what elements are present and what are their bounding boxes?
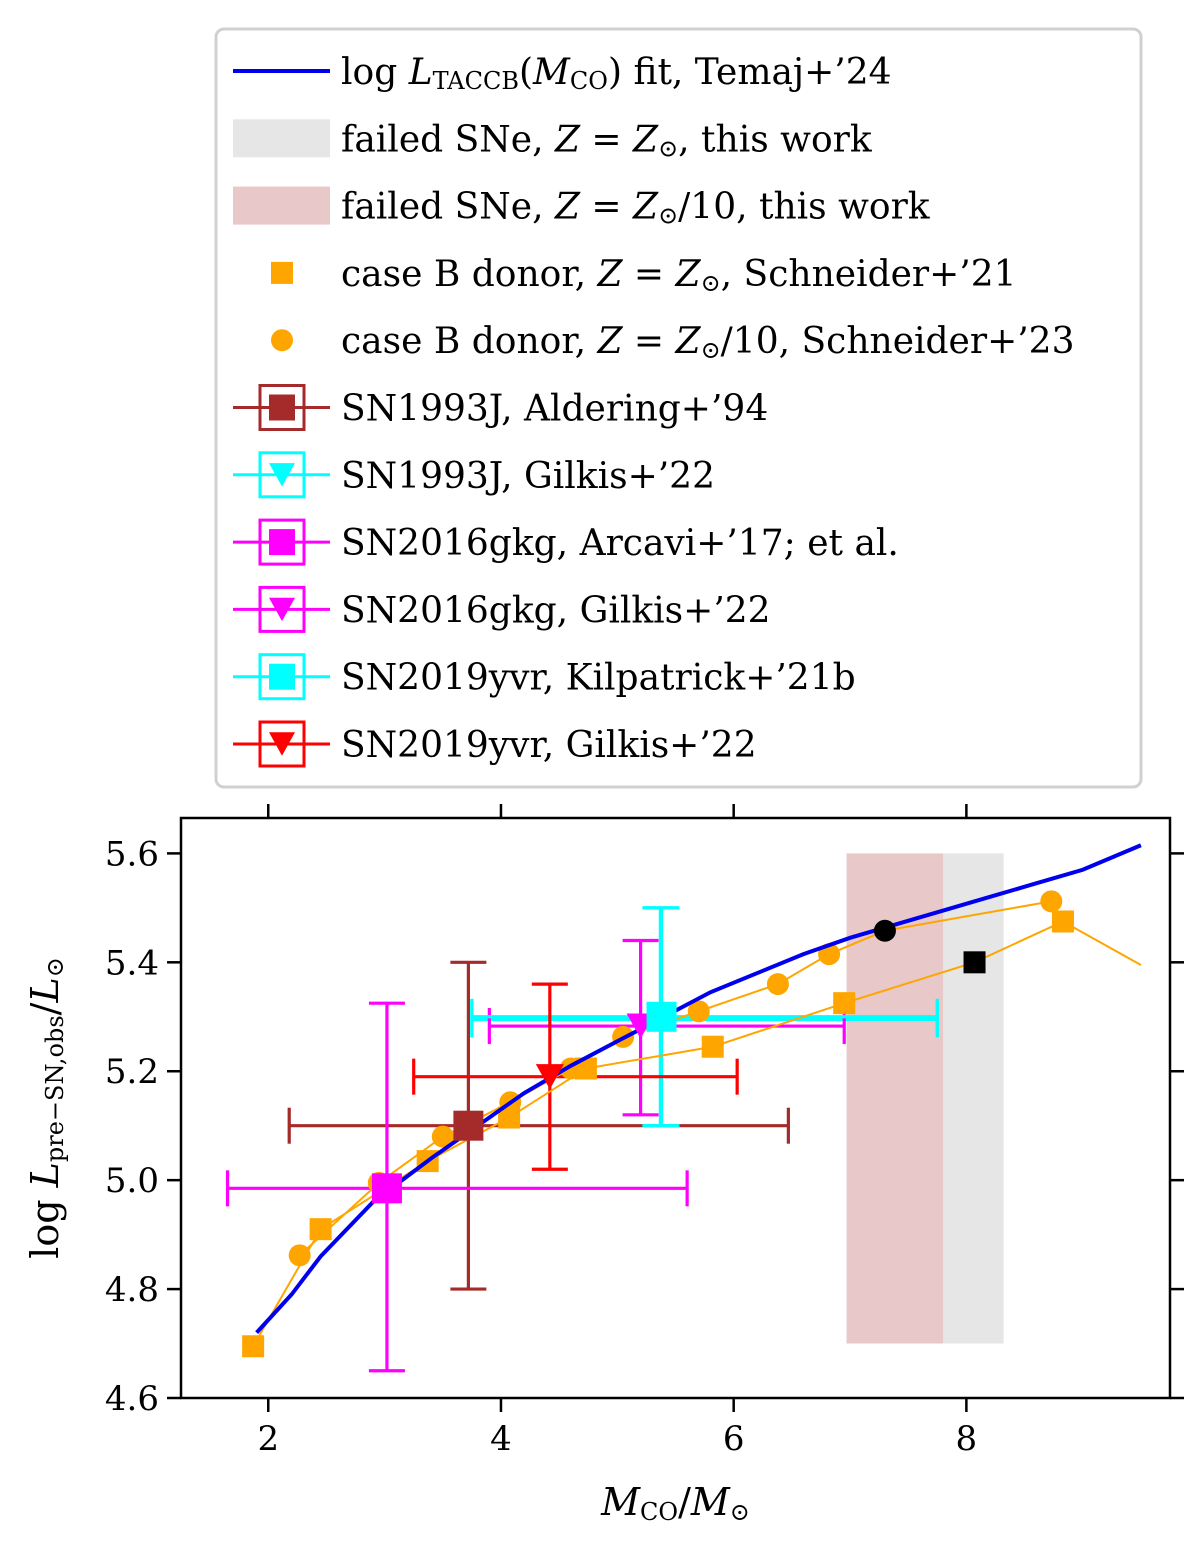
errorbar-0 <box>287 960 790 1291</box>
legend-label: log LTACCB(MCO) fit, Temaj+’24 <box>341 52 892 95</box>
legend-errbar-box <box>258 585 306 633</box>
plot-area <box>225 843 1142 1373</box>
observation-point-0 <box>453 1110 484 1141</box>
legend-errbar-box <box>258 451 306 499</box>
y-tick-label: 5.6 <box>105 834 159 874</box>
highlight-solar-point <box>963 951 986 974</box>
legend-label: SN2019yvr, Gilkis+’22 <box>341 725 757 766</box>
y-tick-label: 5.2 <box>105 1052 159 1092</box>
y-tick-label: 5.0 <box>105 1161 159 1201</box>
legend-label: failed SNe, Z = Z⊙, this work <box>341 119 873 162</box>
y-tick-label: 4.6 <box>105 1379 159 1419</box>
legend-label: case B donor, Z = Z⊙/10, Schneider+’23 <box>341 321 1074 364</box>
legend-entry-8: SN2016gkg, Gilkis+’22 <box>233 585 771 633</box>
y-tick-label: 4.8 <box>105 1270 159 1310</box>
errorbar-2 <box>225 1001 689 1373</box>
donor-solar-point <box>701 1035 724 1058</box>
axes: 2 4 6 8 4.6 4.8 5.0 5.2 5.4 5.6 MCO/M⊙ log Lpre−SN,… <box>23 804 1184 1526</box>
donor-solar-point <box>833 992 856 1015</box>
donor-solar-point <box>242 1335 265 1358</box>
legend-label: SN2016gkg, Arcavi+’17; et al. <box>341 523 899 564</box>
legend-errbar-triangle <box>269 463 295 487</box>
legend-errbar-box <box>258 518 306 566</box>
legend-errbar-box <box>258 653 306 701</box>
legend-entry-7: SN2016gkg, Arcavi+’17; et al. <box>233 518 899 566</box>
legend-errbar-triangle <box>269 597 295 622</box>
donor-subsolar-point <box>431 1125 454 1148</box>
donor-subsolar-point <box>766 973 789 996</box>
legend-patch-swatch <box>233 119 330 158</box>
legend-label: SN2016gkg, Gilkis+’22 <box>341 590 771 631</box>
donor-subsolar-point <box>687 1000 710 1023</box>
legend-errbar-square <box>269 394 295 421</box>
x-tick-label: 6 <box>723 1419 745 1459</box>
axes-frame <box>179 816 1172 1400</box>
legend-entry-0: log LTACCB(MCO) fit, Temaj+’24 <box>233 52 892 95</box>
legend-errbar-box <box>258 384 306 431</box>
legend: log LTACCB(MCO) fit, Temaj+’24 failed SNe… <box>214 27 1143 789</box>
legend-entry-2: failed SNe, Z = Z⊙/10, this work <box>233 186 931 230</box>
legend-entry-4: case B donor, Z = Z⊙/10, Schneider+’23 <box>271 321 1074 364</box>
legend-patch-swatch <box>233 186 330 225</box>
legend-label: failed SNe, Z = Z⊙/10, this work <box>341 187 931 230</box>
legend-entry-1: failed SNe, Z = Z⊙, this work <box>233 119 873 163</box>
legend-entry-9: SN2019yvr, Kilpatrick+’21b <box>233 653 856 701</box>
legend-square-swatch <box>271 261 293 284</box>
observation-point-2 <box>371 1173 402 1204</box>
donor-solar-point <box>1051 910 1074 933</box>
legend-entry-6: SN1993J, Gilkis+’22 <box>233 451 715 499</box>
legend-label: SN1993J, Aldering+’94 <box>341 389 768 430</box>
legend-label: SN1993J, Gilkis+’22 <box>341 456 715 497</box>
donor-subsolar-point <box>288 1244 311 1267</box>
highlight-subsolar-point <box>873 919 896 942</box>
donor-solar-point <box>309 1218 332 1241</box>
legend-label: SN2019yvr, Kilpatrick+’21b <box>341 658 856 699</box>
legend-circle-swatch <box>271 329 293 352</box>
legend-entry-3: case B donor, Z = Z⊙, Schneider+’21 <box>271 254 1017 297</box>
x-axis-label: MCO/M⊙ <box>600 1480 750 1526</box>
donor-subsolar-point <box>1040 890 1063 913</box>
legend-errbar-square <box>269 529 295 556</box>
y-tick-label: 5.4 <box>105 943 159 983</box>
observation-point-5 <box>535 1064 564 1090</box>
x-tick-label: 4 <box>490 1419 512 1459</box>
legend-errbar-triangle <box>269 732 295 756</box>
observation-point-4 <box>646 1001 677 1032</box>
legend-entry-5: SN1993J, Aldering+’94 <box>233 384 768 431</box>
x-tick-label: 8 <box>956 1419 978 1459</box>
y-axis-label: log Lpre−SN,obs/L⊙ <box>23 957 69 1259</box>
legend-errbar-square <box>269 663 295 690</box>
legend-entry-10: SN2019yvr, Gilkis+’22 <box>233 720 757 768</box>
donor-solar-point <box>574 1057 597 1080</box>
legend-label: case B donor, Z = Z⊙, Schneider+’21 <box>341 254 1017 297</box>
band-0 <box>943 853 1004 1344</box>
fit-line <box>255 843 1142 1334</box>
legend-box <box>214 27 1143 789</box>
legend-errbar-box <box>258 720 306 768</box>
x-tick-label: 2 <box>257 1419 279 1459</box>
